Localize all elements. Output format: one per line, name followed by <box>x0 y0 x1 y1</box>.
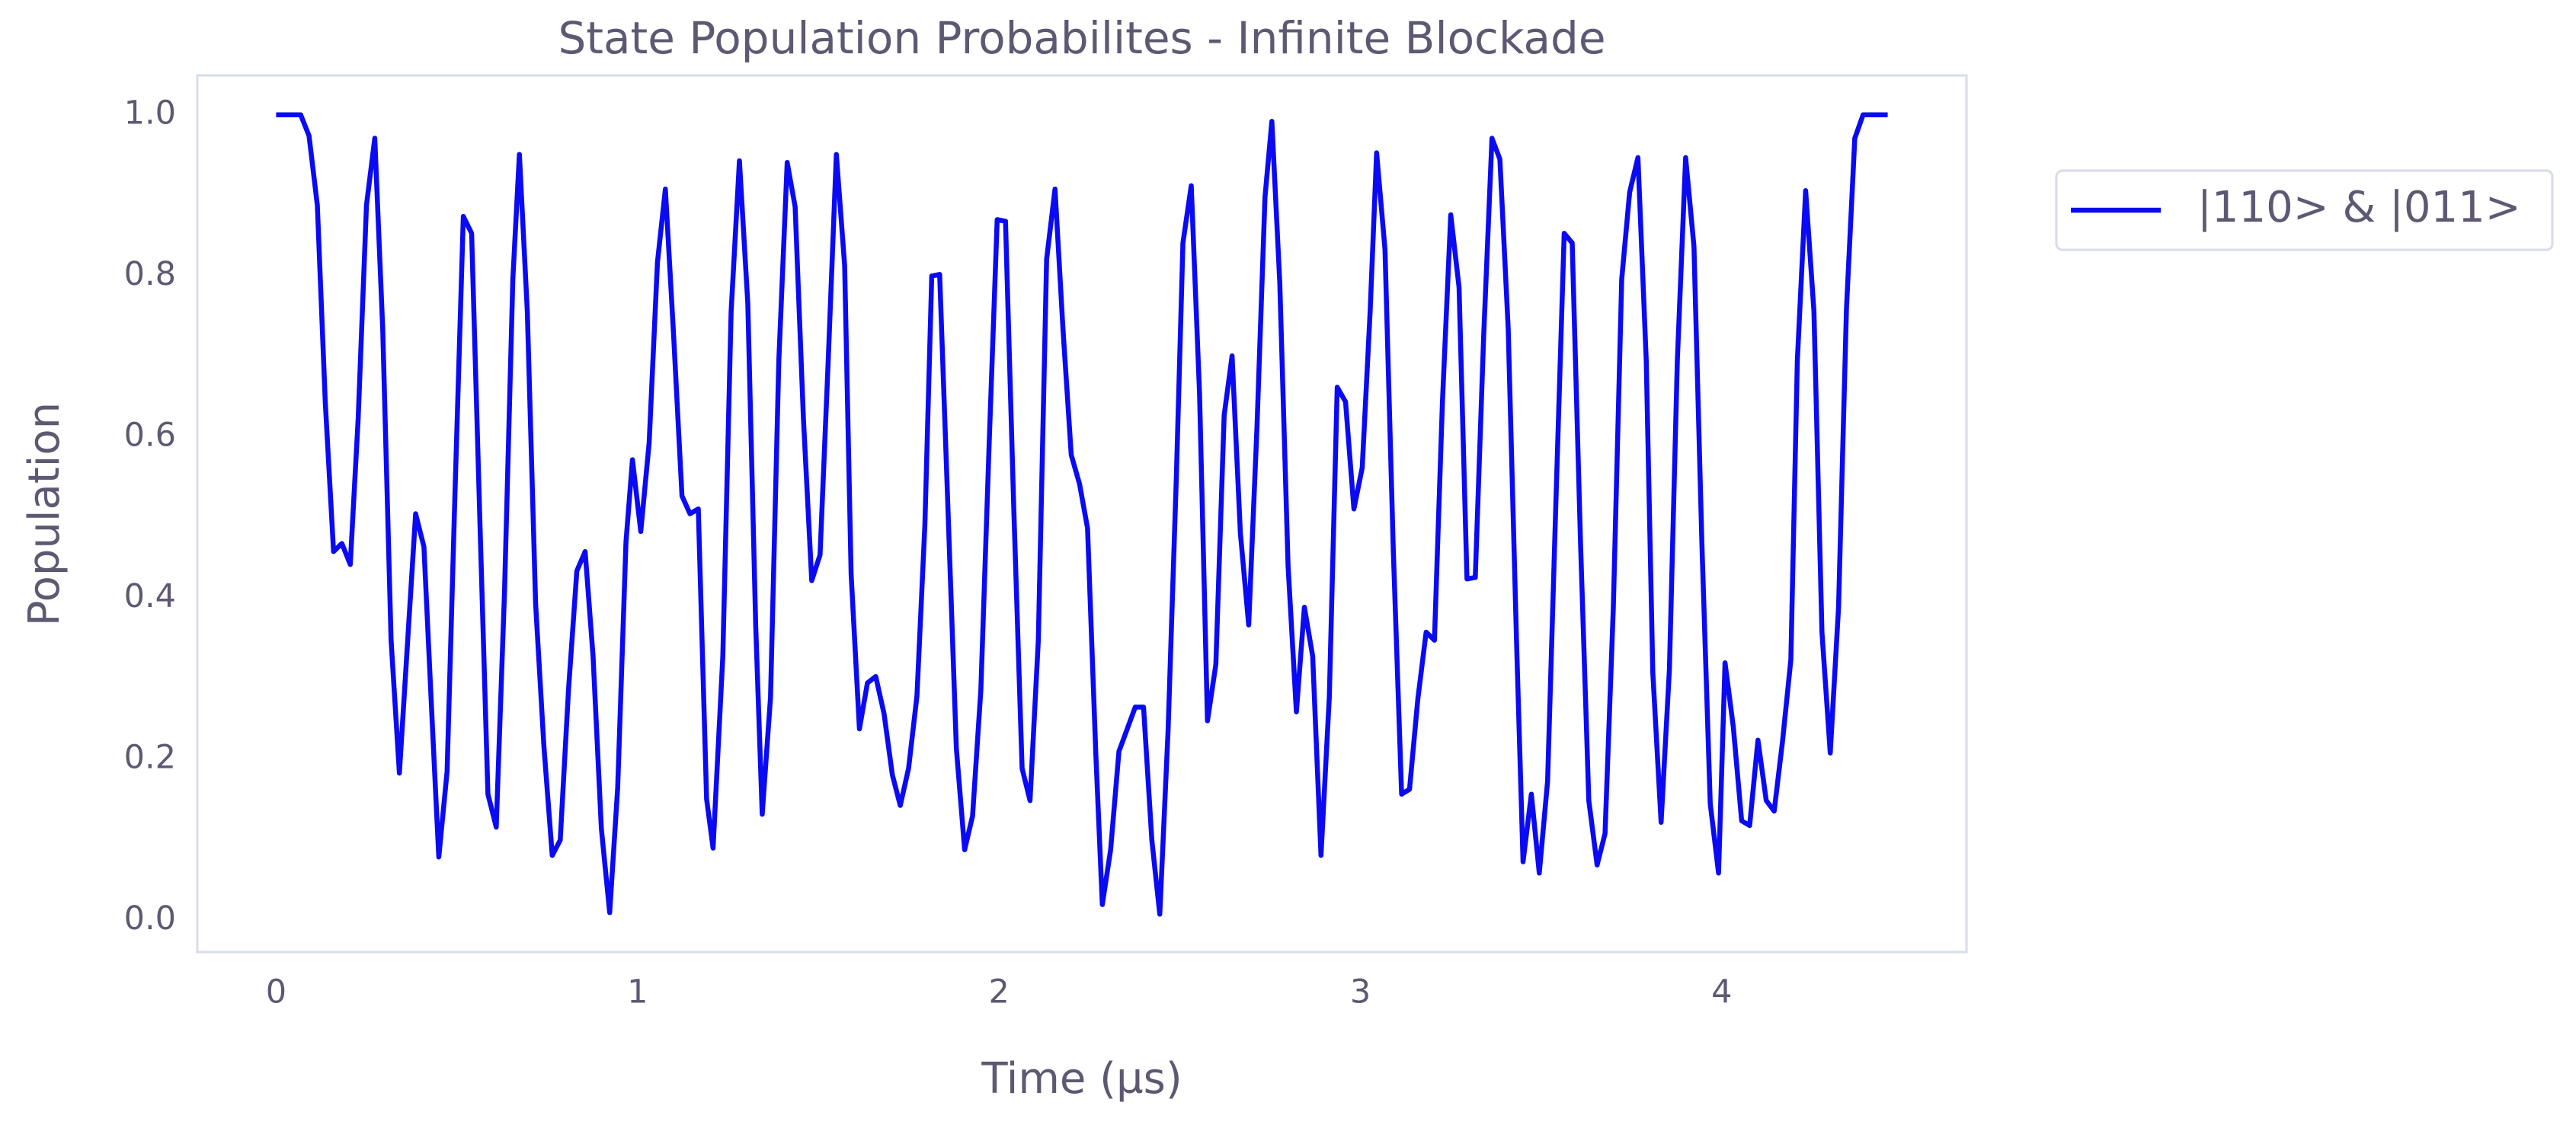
plot-frame <box>196 74 1968 954</box>
x-tick-label: 1 <box>627 973 648 1011</box>
y-tick-label: 1.0 <box>124 94 176 132</box>
x-tick-label: 2 <box>988 973 1009 1011</box>
legend <box>2055 169 2554 251</box>
y-tick-label: 0.2 <box>124 739 176 777</box>
legend-label: |110> & |011> <box>2197 183 2521 232</box>
x-tick-label: 4 <box>1711 973 1732 1011</box>
x-axis-label: Time (µs) <box>981 1054 1182 1104</box>
x-tick-label: 0 <box>266 973 286 1011</box>
y-axis-label: Population <box>20 402 69 626</box>
x-tick-label: 3 <box>1350 973 1371 1011</box>
chart-title: State Population Probabilites - Infinite… <box>558 12 1605 64</box>
y-tick-label: 0.8 <box>124 255 176 293</box>
y-tick-label: 0.0 <box>124 900 176 938</box>
y-tick-label: 0.6 <box>124 416 176 454</box>
series-line <box>276 112 1888 917</box>
y-tick-label: 0.4 <box>124 577 176 615</box>
